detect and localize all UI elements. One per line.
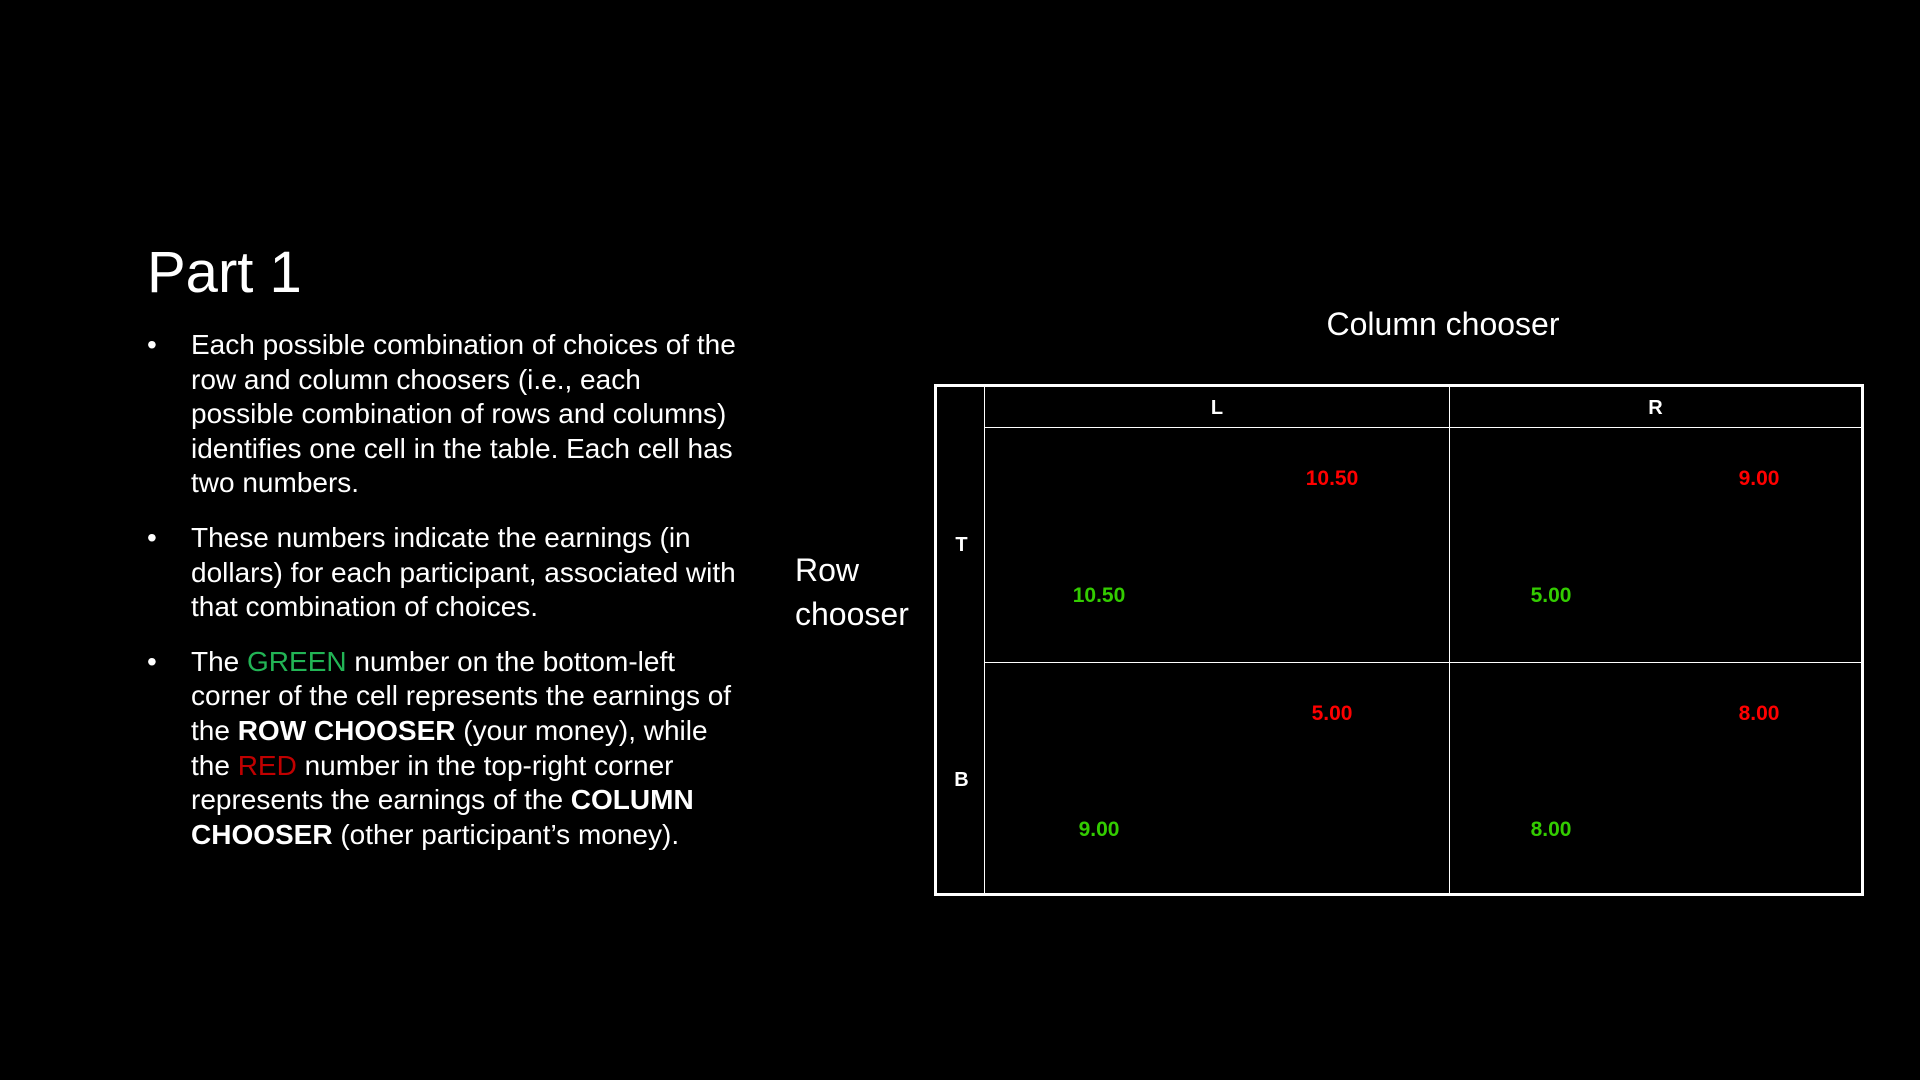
cell-tr-row-payoff: 5.00: [1530, 584, 1572, 607]
bullet-text: The GREEN number on the bottom-left corn…: [191, 646, 731, 850]
bullet-item: • Each possible combination of choices o…: [147, 328, 747, 501]
bullet-text: These numbers indicate the earnings (in …: [191, 521, 736, 623]
bullet-dot: •: [147, 521, 157, 553]
bullet-text-part: (other participant’s money).: [332, 818, 680, 850]
bullet-text-part: number in the top-right corner represent…: [191, 749, 674, 816]
red-keyword: RED: [237, 749, 297, 781]
bullet-dot: •: [147, 329, 157, 360]
grid-line: [984, 427, 1861, 428]
payoff-matrix: L R T B 10.50 10.50 9.00 5.00 5.00 9.00 …: [934, 384, 1864, 896]
row-header-t: T: [955, 534, 968, 556]
bullet-item: • These numbers indicate the earnings (i…: [147, 521, 747, 625]
cell-tl-column-payoff: 10.50: [1305, 467, 1359, 490]
row-chooser-label: Row chooser: [795, 548, 909, 636]
cell-bl-column-payoff: 5.00: [1311, 702, 1353, 725]
bullet-text-part: (your money), while the: [191, 714, 708, 781]
row-chooser-label-line: chooser: [795, 596, 909, 632]
green-keyword: GREEN: [247, 645, 347, 677]
row-chooser-label-line: Row: [795, 552, 860, 588]
slide-title: Part 1: [147, 240, 302, 305]
bullet-dot: •: [147, 645, 157, 677]
bullet-text-part: number on the bottom-left corner of the …: [191, 645, 732, 746]
cell-tr-column-payoff: 9.00: [1738, 467, 1780, 490]
cell-br-row-payoff: 8.00: [1530, 818, 1572, 841]
grid-line: [984, 387, 985, 893]
column-chooser-label: Column chooser: [1326, 306, 1560, 342]
grid-line: [984, 662, 1861, 663]
bullet-item: • The GREEN number on the bottom-left co…: [147, 645, 747, 853]
grid-line: [1449, 387, 1450, 893]
row-header-b: B: [954, 769, 969, 791]
column-chooser-keyword: COLUMN CHOOSER: [191, 784, 694, 850]
cell-tl-row-payoff: 10.50: [1072, 584, 1126, 607]
bullet-text: Each possible combination of choices of …: [191, 329, 736, 499]
column-header-r: R: [1648, 397, 1663, 419]
column-header-l: L: [1210, 397, 1224, 419]
row-chooser-keyword: ROW CHOOSER: [237, 714, 456, 746]
bullet-list: • Each possible combination of choices o…: [147, 328, 747, 872]
bullet-text-part: The: [191, 645, 248, 677]
cell-bl-row-payoff: 9.00: [1078, 818, 1120, 841]
cell-br-column-payoff: 8.00: [1738, 702, 1780, 725]
